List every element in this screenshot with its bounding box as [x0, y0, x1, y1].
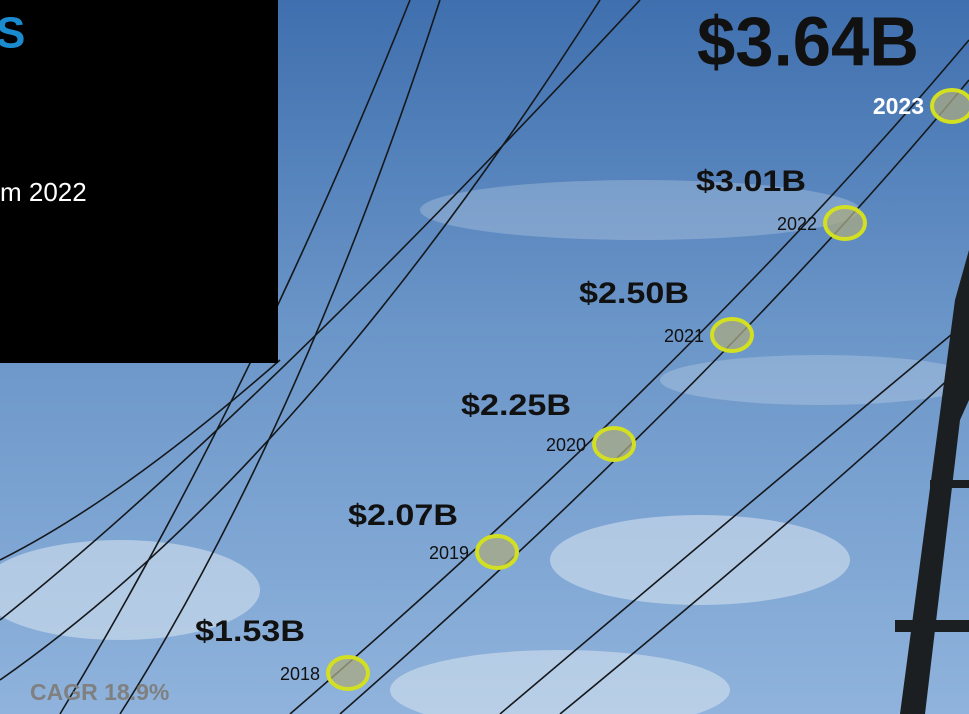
milestone-year: 2020 [546, 435, 586, 455]
milestone-value: $2.50B [579, 277, 689, 310]
milestone-year: 2018 [280, 664, 320, 684]
milestone-value: $2.07B [348, 499, 458, 532]
pylon [895, 250, 969, 714]
milestone-marker [710, 317, 754, 353]
subtitle: m 2022 [0, 177, 87, 207]
cagr: CAGR 18.9% [30, 679, 169, 705]
title-panel [0, 0, 278, 363]
title: S [0, 9, 25, 58]
milestone-year: 2021 [664, 326, 704, 346]
milestone-year: 2019 [429, 543, 469, 563]
milestone-marker [592, 426, 636, 462]
milestone-marker [930, 88, 969, 124]
milestone-value: $3.01B [696, 165, 806, 198]
milestone-marker [326, 655, 370, 691]
milestone-value: $1.53B [195, 615, 305, 648]
milestone-marker [823, 205, 867, 241]
milestone-marker [475, 534, 519, 570]
milestone-value: $3.64B [697, 2, 919, 80]
clouds [0, 180, 969, 714]
milestone-value: $2.25B [461, 389, 571, 422]
milestone-year: 2023 [873, 93, 924, 119]
milestone-year: 2022 [777, 214, 817, 234]
